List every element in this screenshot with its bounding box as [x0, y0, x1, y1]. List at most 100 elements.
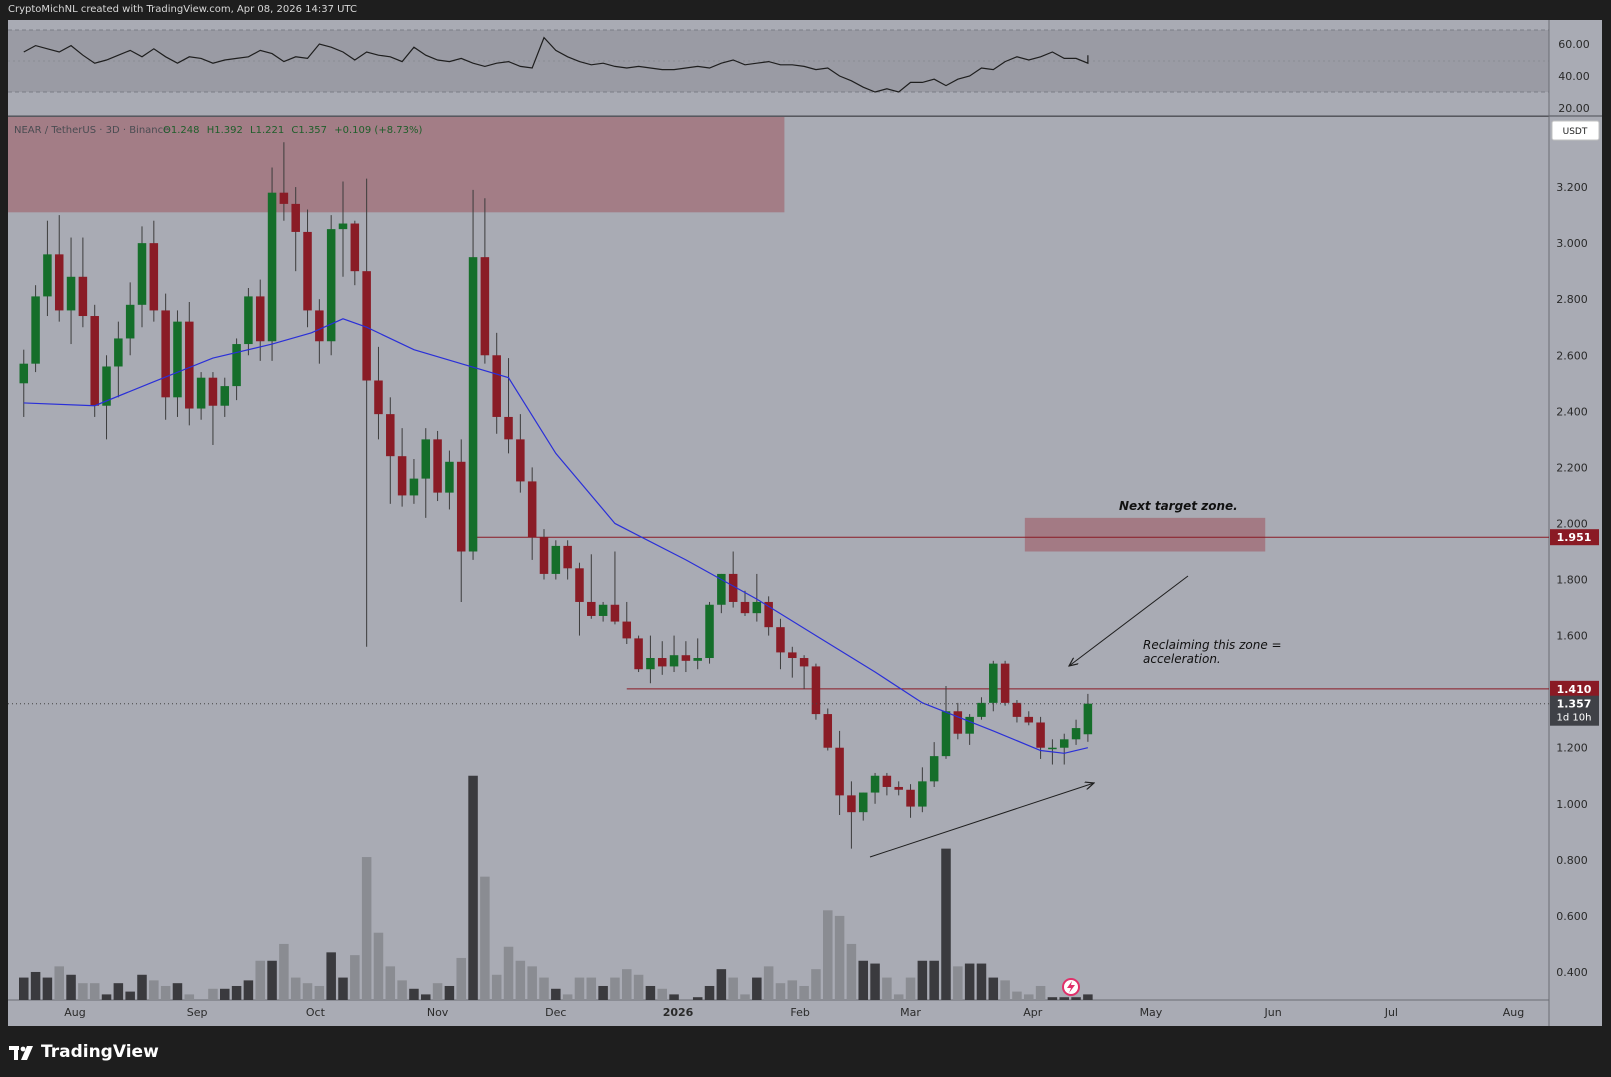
currency-badge-bg[interactable]	[1551, 120, 1600, 141]
volume-bar	[172, 983, 183, 1000]
annotation-target-zone: Next target zone.	[1119, 499, 1238, 513]
candle-body	[338, 223, 348, 230]
volume-bar	[882, 977, 892, 1000]
x-tick-label: May	[1140, 1006, 1163, 1019]
candle-body	[799, 658, 809, 667]
candle-body	[433, 439, 442, 493]
ohlc-close: C1.357	[291, 125, 327, 136]
volume-bar	[101, 994, 112, 1000]
volume-bar	[562, 994, 573, 1000]
chart-caption: CryptoMichNL created with TradingView.co…	[8, 4, 357, 15]
volume-bar	[929, 960, 939, 1000]
candle-body	[19, 363, 29, 384]
candle-body	[220, 386, 230, 406]
volume-bar	[858, 960, 868, 1000]
candle-body	[445, 461, 454, 493]
volume-bar	[953, 966, 963, 1000]
volume-bar	[338, 977, 348, 1000]
volume-bar	[137, 974, 147, 1000]
candle-body	[551, 545, 561, 574]
volume-bar	[350, 955, 360, 1000]
volume-bar	[692, 997, 703, 1000]
candle-body	[1012, 702, 1022, 717]
candle-body	[1048, 747, 1057, 750]
candle-body	[255, 296, 265, 342]
volume-bar	[302, 983, 313, 1000]
candle-body	[516, 439, 525, 482]
candle-body	[78, 276, 88, 317]
y-tick-label: 1.000	[1556, 798, 1588, 811]
candle-body	[717, 573, 726, 605]
rsi-line	[23, 36, 1089, 93]
y-tick-label: 3.200	[1556, 181, 1588, 194]
candle-body	[31, 296, 40, 364]
volume-bar	[917, 960, 928, 1000]
candle-body	[1036, 722, 1045, 748]
rsi-tick-label: 20.00	[1558, 102, 1590, 115]
candle-body	[610, 604, 620, 622]
candle-body	[977, 702, 986, 717]
volume-bar	[1035, 985, 1046, 1000]
candle-body	[326, 229, 336, 342]
candle-body	[894, 786, 903, 790]
annotation-reclaim-line1: Reclaiming this zone =	[1143, 638, 1282, 652]
currency-badge[interactable]: USDT	[1563, 127, 1588, 137]
candle-body	[752, 601, 762, 614]
volume-bar	[527, 966, 537, 1000]
candle-body	[291, 203, 300, 232]
candle-body	[953, 711, 963, 734]
candle-body	[740, 601, 750, 614]
volume-bar	[1059, 997, 1069, 1000]
volume-bar	[586, 977, 597, 1000]
resistance-zone	[8, 117, 785, 213]
moving-average-line	[23, 318, 1089, 754]
arrow-to-reclaim-zone	[1069, 575, 1189, 666]
volume-bar	[267, 960, 277, 1000]
volume-bar	[255, 960, 265, 1000]
volume-bar	[834, 915, 845, 1000]
candle-body	[149, 243, 159, 311]
price-label-countdown: 1d 10h	[1557, 713, 1592, 724]
x-tick-label: Jun	[1264, 1006, 1282, 1019]
ohlc-open: O1.248	[163, 125, 200, 136]
candle-body	[504, 416, 513, 440]
time-axis-bg	[8, 1000, 1549, 1026]
candle-body	[563, 545, 572, 569]
candle-body	[598, 604, 608, 616]
volume-bar	[184, 994, 195, 1000]
price-label-lower-level-text: 1.410	[1557, 683, 1592, 696]
volume-bar	[870, 963, 880, 1000]
candle-body	[681, 655, 691, 661]
volume-bar	[1024, 994, 1034, 1000]
ohlc-change: +0.109 (+8.73%)	[334, 125, 422, 136]
x-tick-label: Apr	[1023, 1006, 1043, 1019]
ohlc-readout: O1.248 H1.392 L1.221 C1.357 +0.109 (+8.7…	[163, 125, 422, 136]
candle-body	[776, 627, 785, 653]
candle-body	[989, 663, 998, 703]
volume-bar	[160, 985, 171, 1000]
volume-bar	[30, 971, 41, 1000]
volume-bar	[444, 985, 455, 1000]
candle-body	[267, 192, 277, 342]
candle-body	[456, 461, 466, 552]
candle-body	[90, 316, 99, 406]
price-label-last: 1.357 1d 10h	[1550, 695, 1599, 726]
candle-body	[941, 711, 951, 757]
price-label-upper-level: 1.951	[1550, 529, 1599, 546]
bolt-icon[interactable]	[1062, 978, 1080, 996]
candle-body	[575, 568, 584, 602]
volume-bar	[893, 994, 904, 1000]
candle-body	[693, 658, 702, 661]
candle-body	[882, 775, 892, 787]
y-tick-label: 1.600	[1556, 630, 1588, 643]
candle-body	[1000, 663, 1010, 703]
resistance-zone	[1024, 517, 1266, 552]
y-tick-label: 0.400	[1556, 966, 1588, 979]
y-tick-label: 2.600	[1556, 349, 1588, 362]
volume-bar	[220, 988, 230, 1000]
candle-body	[728, 573, 738, 602]
volume-bar	[373, 932, 384, 1000]
rsi-tick-label: 40.00	[1558, 70, 1590, 83]
candle-body	[66, 276, 76, 311]
